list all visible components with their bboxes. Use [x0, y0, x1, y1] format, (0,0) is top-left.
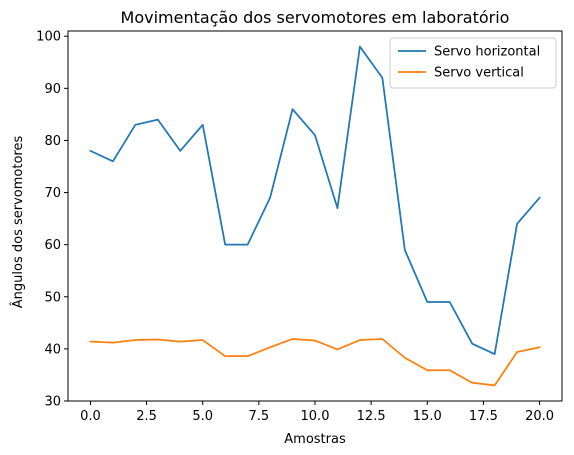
x-tick-label: 15.0: [413, 409, 442, 424]
x-tick-label: 17.5: [469, 409, 498, 424]
y-tick-label: 90: [44, 82, 61, 97]
y-tick-label: 30: [44, 395, 61, 410]
y-tick-label: 40: [44, 342, 61, 357]
series-group: [89, 45, 541, 387]
series-line-servo-vertical: [89, 338, 541, 387]
y-tick-label: 60: [44, 238, 61, 253]
y-tick-label: 100: [36, 30, 61, 45]
y-tick-label: 70: [44, 186, 61, 201]
legend-label: Servo vertical: [434, 66, 524, 81]
legend: Servo horizontal Servo vertical: [389, 37, 557, 89]
x-tick-label: 0.0: [80, 409, 101, 424]
y-tick-label: 80: [44, 134, 61, 149]
x-tick-label: 20.0: [525, 409, 554, 424]
legend-box: [389, 37, 557, 89]
x-tick-label: 12.5: [357, 409, 386, 424]
y-axis: 30 40 50 60 70 80 90 100: [36, 30, 68, 410]
x-tick-label: 10.0: [301, 409, 330, 424]
x-tick-label: 7.5: [249, 409, 270, 424]
series-line-servo-horizontal: [89, 45, 541, 355]
axes-frame: [67, 30, 563, 402]
x-tick-label: 5.0: [192, 409, 213, 424]
legend-label: Servo horizontal: [434, 45, 540, 60]
x-axis: 0.0 2.5 5.0 7.5 10.0 12.5 15.0 17.5 20.0: [80, 401, 554, 424]
x-tick-label: 2.5: [136, 409, 157, 424]
chart-title: Movimentação dos servomotores em laborat…: [121, 8, 510, 27]
y-tick-label: 50: [44, 290, 61, 305]
x-axis-label: Amostras: [284, 432, 346, 447]
y-axis-label: Ângulos dos servomotores: [10, 136, 26, 309]
